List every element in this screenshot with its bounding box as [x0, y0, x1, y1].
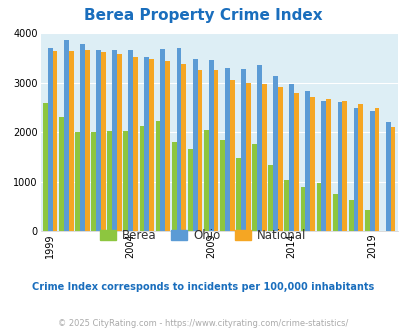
Bar: [236, 158, 241, 231]
Bar: [300, 187, 305, 231]
Bar: [369, 111, 374, 231]
Bar: [241, 69, 245, 231]
Bar: [188, 149, 192, 231]
Text: Crime Index corresponds to incidents per 100,000 inhabitants: Crime Index corresponds to incidents per…: [32, 282, 373, 292]
Legend: Berea, Ohio, National: Berea, Ohio, National: [95, 224, 310, 247]
Bar: [85, 50, 90, 231]
Bar: [165, 61, 170, 231]
Bar: [326, 99, 330, 231]
Bar: [277, 87, 282, 231]
Bar: [160, 49, 165, 231]
Bar: [224, 68, 229, 231]
Bar: [332, 194, 337, 231]
Bar: [155, 121, 160, 231]
Text: © 2025 CityRating.com - https://www.cityrating.com/crime-statistics/: © 2025 CityRating.com - https://www.city…: [58, 319, 347, 328]
Bar: [197, 70, 202, 231]
Bar: [96, 50, 101, 231]
Bar: [364, 210, 369, 231]
Bar: [192, 59, 197, 231]
Bar: [321, 101, 326, 231]
Bar: [309, 97, 314, 231]
Bar: [385, 122, 390, 231]
Text: Berea Property Crime Index: Berea Property Crime Index: [83, 8, 322, 23]
Bar: [128, 50, 133, 231]
Bar: [245, 82, 250, 231]
Bar: [316, 183, 321, 231]
Bar: [358, 104, 362, 231]
Bar: [64, 41, 68, 231]
Bar: [144, 57, 149, 231]
Bar: [341, 101, 346, 231]
Bar: [181, 64, 186, 231]
Bar: [117, 54, 121, 231]
Bar: [203, 130, 208, 231]
Bar: [252, 145, 256, 231]
Bar: [133, 57, 138, 231]
Bar: [213, 70, 218, 231]
Bar: [139, 126, 144, 231]
Bar: [348, 200, 353, 231]
Bar: [176, 49, 181, 231]
Bar: [374, 108, 378, 231]
Bar: [75, 132, 80, 231]
Bar: [149, 59, 153, 231]
Bar: [337, 102, 341, 231]
Bar: [220, 141, 224, 231]
Bar: [80, 44, 85, 231]
Bar: [268, 165, 273, 231]
Bar: [261, 84, 266, 231]
Bar: [273, 76, 277, 231]
Bar: [123, 131, 128, 231]
Bar: [53, 51, 58, 231]
Bar: [101, 52, 106, 231]
Bar: [229, 80, 234, 231]
Bar: [171, 143, 176, 231]
Bar: [48, 48, 53, 231]
Bar: [112, 50, 117, 231]
Bar: [107, 131, 112, 231]
Bar: [293, 93, 298, 231]
Bar: [91, 132, 96, 231]
Bar: [43, 103, 48, 231]
Bar: [68, 51, 73, 231]
Bar: [353, 108, 358, 231]
Bar: [256, 65, 261, 231]
Bar: [390, 127, 394, 231]
Bar: [305, 91, 309, 231]
Bar: [288, 84, 293, 231]
Bar: [208, 60, 213, 231]
Bar: [59, 117, 64, 231]
Bar: [284, 180, 288, 231]
